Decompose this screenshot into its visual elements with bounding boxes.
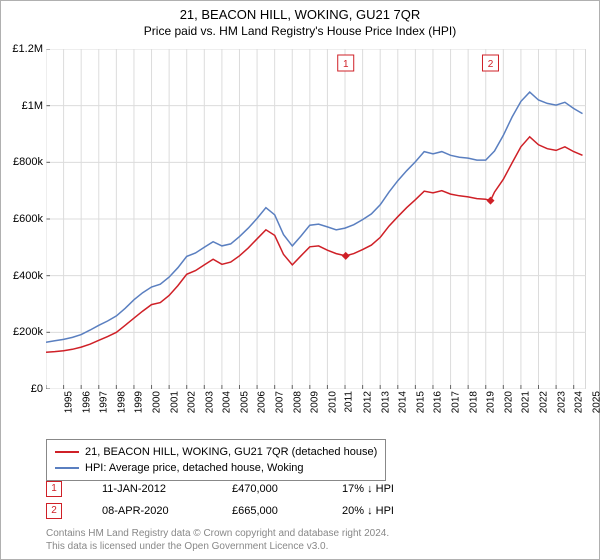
x-tick-label: 2021 [521,391,532,413]
footer-line-1: Contains HM Land Registry data © Crown c… [46,527,389,540]
x-tick-label: 2005 [239,391,250,413]
y-tick-label: £800k [3,156,43,168]
footer-attribution: Contains HM Land Registry data © Crown c… [46,527,389,553]
legend-label-1: 21, BEACON HILL, WOKING, GU21 7QR (detac… [85,444,377,460]
sale-diff-2: 20% ↓ HPI [342,505,422,517]
x-tick-label: 2006 [257,391,268,413]
x-tick-label: 2008 [292,391,303,413]
sale-date-2: 08-APR-2020 [102,505,192,517]
y-tick-label: £1M [3,100,43,112]
x-tick-label: 2010 [327,391,338,413]
legend-row-2: HPI: Average price, detached house, Woki… [55,460,377,476]
x-tick-label: 2018 [468,391,479,413]
chart-container: 21, BEACON HILL, WOKING, GU21 7QR Price … [0,0,600,560]
sale-price-2: £665,000 [232,505,302,517]
x-tick-label: 2015 [415,391,426,413]
legend-line-1 [55,451,79,453]
x-tick-label: 2014 [397,391,408,413]
sale-price-1: £470,000 [232,483,302,495]
x-tick-label: 2025 [591,391,600,413]
x-tick-label: 1995 [63,391,74,413]
x-tick-label: 2000 [151,391,162,413]
svg-text:1: 1 [343,59,349,70]
x-tick-label: 2024 [573,391,584,413]
x-tick-label: 2001 [169,391,180,413]
x-tick-label: 2020 [503,391,514,413]
sale-events: 1 11-JAN-2012 £470,000 17% ↓ HPI 2 08-AP… [46,481,422,525]
x-tick-label: 2007 [274,391,285,413]
chart-subtitle: Price paid vs. HM Land Registry's House … [1,24,599,38]
y-tick-label: £200k [3,326,43,338]
x-tick-label: 2012 [362,391,373,413]
x-tick-label: 1996 [81,391,92,413]
legend-row-1: 21, BEACON HILL, WOKING, GU21 7QR (detac… [55,444,377,460]
sale-row-2: 2 08-APR-2020 £665,000 20% ↓ HPI [46,503,422,519]
sale-row-1: 1 11-JAN-2012 £470,000 17% ↓ HPI [46,481,422,497]
y-tick-label: £0 [3,383,43,395]
x-tick-label: 2004 [222,391,233,413]
chart-svg: 12 [46,49,586,389]
x-tick-label: 2003 [204,391,215,413]
y-tick-label: £600k [3,213,43,225]
svg-text:2: 2 [488,59,494,70]
footer-line-2: This data is licensed under the Open Gov… [46,540,389,553]
sale-marker-1: 1 [46,481,62,497]
legend-box: 21, BEACON HILL, WOKING, GU21 7QR (detac… [46,439,386,481]
x-tick-label: 2002 [186,391,197,413]
legend-label-2: HPI: Average price, detached house, Woki… [85,460,304,476]
y-tick-label: £1.2M [3,43,43,55]
x-tick-label: 1997 [98,391,109,413]
x-tick-label: 2011 [344,391,355,413]
x-tick-label: 2022 [538,391,549,413]
x-tick-label: 1998 [116,391,127,413]
sale-diff-1: 17% ↓ HPI [342,483,422,495]
chart-title: 21, BEACON HILL, WOKING, GU21 7QR [1,7,599,22]
x-tick-label: 2017 [450,391,461,413]
x-tick-label: 2009 [310,391,321,413]
x-tick-label: 2023 [556,391,567,413]
x-tick-label: 2016 [433,391,444,413]
chart-plot-area: 12 [46,49,586,389]
sale-marker-2: 2 [46,503,62,519]
x-tick-label: 1999 [134,391,145,413]
x-tick-label: 2013 [380,391,391,413]
sale-date-1: 11-JAN-2012 [102,483,192,495]
x-tick-label: 2019 [485,391,496,413]
y-tick-label: £400k [3,270,43,282]
legend-line-2 [55,467,79,469]
